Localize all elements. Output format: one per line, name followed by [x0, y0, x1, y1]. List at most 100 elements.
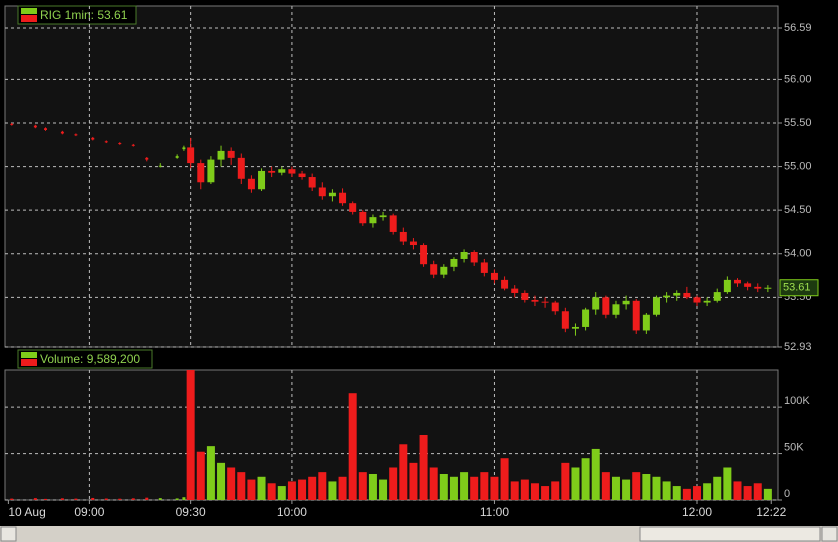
scroll-left-button[interactable]	[0, 526, 17, 542]
scrollbar[interactable]	[0, 526, 838, 542]
volume-bar	[338, 476, 347, 500]
candle-body	[420, 245, 428, 265]
volume-bar	[470, 476, 479, 500]
last-price-box	[779, 279, 819, 297]
volume-bar	[662, 481, 671, 500]
volume-bar	[308, 476, 317, 500]
candle-body	[175, 156, 179, 158]
y-tick-label: 55.50	[784, 117, 812, 129]
candle-body	[197, 163, 205, 183]
candle-body	[531, 299, 539, 302]
candle-body	[642, 314, 650, 331]
candle-body	[713, 292, 721, 301]
volume-bar	[713, 476, 722, 500]
y-tick-label: 56.59	[784, 22, 812, 34]
volume-bar	[206, 446, 215, 500]
volume-bar	[175, 498, 179, 500]
volume-bar	[318, 472, 327, 500]
candle-body	[227, 150, 235, 158]
candle-body	[632, 300, 640, 331]
scroll-thumb[interactable]	[639, 526, 821, 542]
candle-body	[764, 287, 772, 289]
y-tick-label: 56.00	[784, 73, 812, 85]
volume-bar	[439, 474, 448, 500]
volume-bar	[480, 472, 489, 500]
candle-body	[723, 279, 731, 293]
volume-bar	[277, 486, 286, 500]
candle-body	[33, 125, 37, 128]
volume-bar	[611, 476, 620, 500]
volume-bar	[763, 488, 772, 500]
candle-body	[60, 131, 64, 134]
volume-bar	[368, 474, 377, 500]
volume-bar	[672, 486, 681, 500]
volume-bar	[682, 488, 691, 500]
volume-bar	[358, 472, 367, 500]
candle-body	[571, 326, 579, 329]
candle-body	[74, 134, 78, 136]
x-tick-label: 12:22	[756, 505, 786, 519]
x-tick-label: 11:00	[480, 505, 509, 519]
candle-body	[652, 297, 660, 315]
volume-bar	[60, 498, 64, 500]
x-tick-label: 10:00	[277, 505, 307, 519]
candle-body	[480, 262, 488, 273]
candle-body	[602, 297, 610, 315]
candle-body	[278, 169, 286, 173]
candle-body	[187, 147, 195, 164]
volume-bar	[571, 467, 580, 500]
volume-bar	[642, 474, 651, 500]
volume-bar	[703, 483, 712, 500]
legend-swatch-up	[21, 352, 37, 358]
volume-bar	[267, 483, 276, 500]
candle-body	[389, 215, 397, 232]
volume-bar	[601, 472, 610, 500]
candle-body	[328, 192, 336, 197]
candle-body	[592, 297, 600, 310]
candle-body	[207, 159, 215, 183]
volume-bar	[237, 472, 246, 500]
candle-body	[501, 279, 509, 289]
last-price-label: 53.61	[783, 282, 811, 294]
x-tick-label: 10 Aug	[8, 505, 45, 519]
candle-body	[399, 231, 407, 242]
candle-body	[339, 192, 347, 204]
x-tick-label: 09:30	[176, 505, 206, 519]
legend-swatch-down	[21, 15, 37, 22]
volume-bar	[743, 486, 752, 500]
volume-bar	[490, 476, 499, 500]
candle-body	[308, 177, 316, 188]
candle-body	[551, 302, 559, 312]
legend-text: RIG 1min: 53.61	[40, 8, 128, 22]
volume-bar	[247, 479, 256, 500]
volume-bar	[328, 481, 337, 500]
candle-body	[673, 292, 681, 296]
volume-bar	[551, 481, 560, 500]
y-tick-label: 52.93	[784, 341, 812, 353]
volume-bar	[10, 498, 14, 500]
volume-bar	[389, 467, 398, 500]
scrollbar-track	[0, 526, 838, 542]
candle-body	[693, 297, 701, 303]
volume-bar	[460, 472, 469, 500]
volume-bar	[33, 498, 37, 500]
volume-bar	[91, 497, 95, 500]
volume-bar	[753, 483, 762, 500]
volume-bar	[217, 462, 226, 500]
candle-body	[582, 309, 590, 327]
y-tick-label: 54.50	[784, 204, 812, 216]
volume-bar	[692, 486, 701, 500]
candle-body	[217, 150, 225, 160]
volume-legend: Volume: 9,589,200	[17, 349, 153, 369]
legend-swatch-down	[21, 359, 37, 366]
price-legend: RIG 1min: 53.61	[17, 5, 137, 25]
scroll-right-button[interactable]	[821, 526, 838, 542]
volume-bar	[348, 393, 357, 500]
candle-body	[104, 141, 108, 143]
candle-body	[10, 123, 14, 125]
legend-swatch-up	[21, 8, 37, 14]
x-tick-label: 12:00	[682, 505, 712, 519]
candle-body	[511, 288, 519, 293]
candle-body	[369, 217, 377, 224]
volume-bar	[419, 435, 428, 500]
